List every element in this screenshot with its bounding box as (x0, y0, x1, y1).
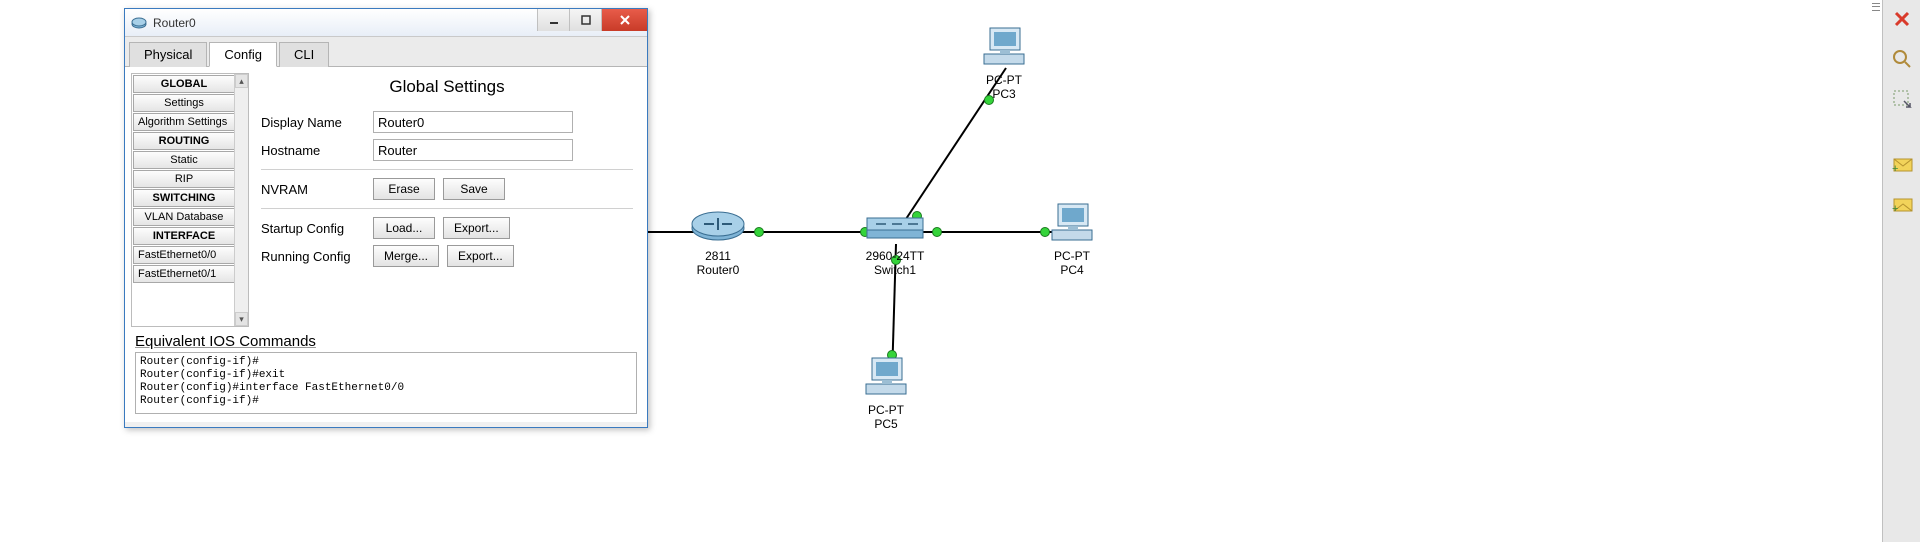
tree-switching-header[interactable]: SWITCHING (133, 189, 235, 207)
tree-settings[interactable]: Settings (133, 94, 235, 112)
tab-physical[interactable]: Physical (129, 42, 207, 67)
device-pc4[interactable]: PC-PT PC4 (1048, 202, 1096, 277)
add-complex-pdu-icon[interactable]: + (1889, 192, 1915, 218)
ios-commands-label: Equivalent IOS Commands (135, 333, 637, 350)
port-dot (912, 211, 922, 221)
ios-commands-output[interactable]: Router(config-if)# Router(config-if)#exi… (135, 352, 637, 414)
port-dot (1040, 227, 1050, 237)
inspect-tool-icon[interactable] (1889, 46, 1915, 72)
device-pc3[interactable]: PC-PT PC3 (980, 26, 1028, 101)
device-router0[interactable]: 2811 Router0 (690, 208, 746, 277)
scroll-down-icon[interactable]: ▾ (235, 312, 248, 326)
port-dot (891, 255, 901, 265)
pc-icon (862, 356, 910, 398)
config-tree: GLOBAL Settings Algorithm Settings ROUTI… (131, 73, 249, 327)
pc-icon (1048, 202, 1096, 244)
nvram-label: NVRAM (261, 182, 365, 197)
device-pc5[interactable]: PC-PT PC5 (862, 356, 910, 431)
svg-text:+: + (1892, 163, 1898, 174)
export-startup-button[interactable]: Export... (443, 217, 510, 239)
scroll-up-icon[interactable]: ▴ (235, 74, 248, 88)
svg-text:+: + (1892, 203, 1898, 214)
device-switch1[interactable]: 2960-24TT Switch1 (864, 214, 926, 277)
display-name-input[interactable] (373, 111, 573, 133)
tabs: Physical Config CLI (125, 37, 647, 67)
right-toolbar: + + (1882, 0, 1920, 542)
switch-icon (864, 214, 926, 244)
tree-fastethernet01[interactable]: FastEthernet0/1 (133, 265, 235, 283)
tree-rip[interactable]: RIP (133, 170, 235, 188)
tab-cli[interactable]: CLI (279, 42, 329, 67)
device-label: PC-PT PC3 (980, 73, 1028, 101)
device-label: 2960-24TT Switch1 (864, 249, 926, 277)
form-heading: Global Settings (261, 77, 633, 97)
port-dot (932, 227, 942, 237)
delete-tool-icon[interactable] (1889, 6, 1915, 32)
tree-static[interactable]: Static (133, 151, 235, 169)
port-dot (984, 95, 994, 105)
minimize-button[interactable] (537, 9, 569, 31)
port-dot (860, 227, 870, 237)
tree-algorithm-settings[interactable]: Algorithm Settings (133, 113, 235, 131)
add-simple-pdu-icon[interactable]: + (1889, 152, 1915, 178)
tab-config[interactable]: Config (209, 42, 277, 67)
save-button[interactable]: Save (443, 178, 505, 200)
port-dot (887, 350, 897, 360)
router-icon (690, 208, 746, 244)
startup-config-label: Startup Config (261, 221, 365, 236)
tree-interface-header[interactable]: INTERFACE (133, 227, 235, 245)
tree-global-header[interactable]: GLOBAL (133, 75, 235, 93)
device-label: PC-PT PC5 (862, 403, 910, 431)
erase-button[interactable]: Erase (373, 178, 435, 200)
merge-button[interactable]: Merge... (373, 245, 439, 267)
export-running-button[interactable]: Export... (447, 245, 514, 267)
hostname-label: Hostname (261, 143, 365, 158)
global-settings-form: Global Settings Display Name Hostname NV… (255, 67, 647, 333)
display-name-label: Display Name (261, 115, 365, 130)
router-config-dialog: Router0 Physical Config CLI GLOBAL Setti… (124, 8, 648, 428)
tree-scrollbar[interactable]: ▴ ▾ (234, 74, 248, 326)
pc-icon (980, 26, 1028, 68)
tree-routing-header[interactable]: ROUTING (133, 132, 235, 150)
running-config-label: Running Config (261, 249, 365, 264)
panel-grip-icon[interactable] (1872, 0, 1880, 14)
load-button[interactable]: Load... (373, 217, 435, 239)
tree-vlan-database[interactable]: VLAN Database (133, 208, 235, 226)
port-dot (754, 227, 764, 237)
device-label: 2811 Router0 (690, 249, 746, 277)
device-label: PC-PT PC4 (1048, 249, 1096, 277)
close-button[interactable] (601, 9, 647, 31)
window-title: Router0 (153, 16, 196, 30)
resize-tool-icon[interactable] (1889, 86, 1915, 112)
hostname-input[interactable] (373, 139, 573, 161)
titlebar[interactable]: Router0 (125, 9, 647, 37)
tree-fastethernet00[interactable]: FastEthernet0/0 (133, 246, 235, 264)
router-app-icon (131, 15, 147, 31)
maximize-button[interactable] (569, 9, 601, 31)
